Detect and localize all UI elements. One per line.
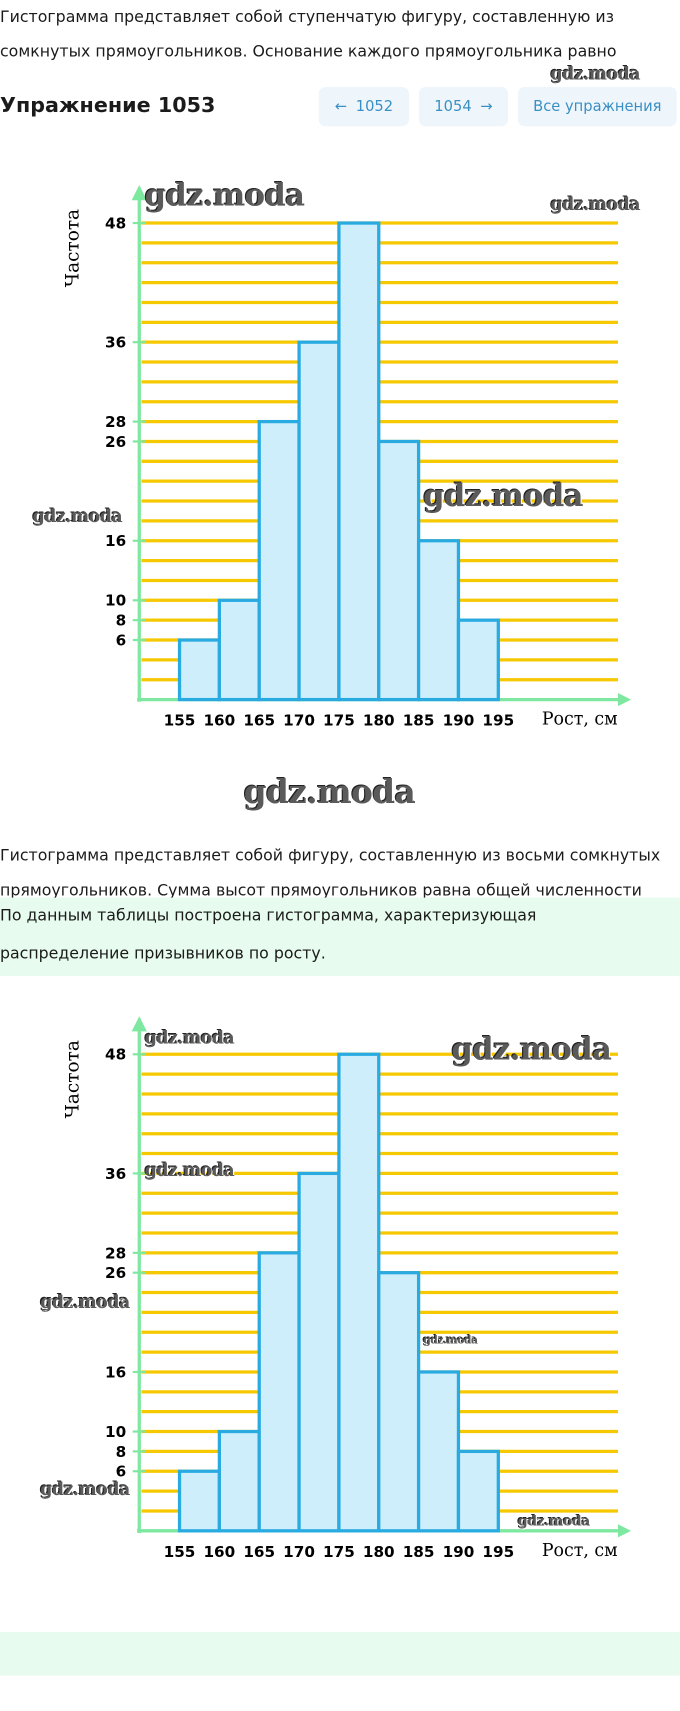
x-tick-label: 160 xyxy=(203,712,235,730)
bar xyxy=(257,419,301,702)
intro-line: сомкнутых прямоугольников. Основание каж… xyxy=(0,43,617,61)
x-tick-label: 155 xyxy=(164,1543,196,1561)
bar xyxy=(337,1052,381,1533)
answer-line: Гистограмма представляет собой фигуру, с… xyxy=(0,847,661,865)
y-axis-arrow xyxy=(131,184,147,201)
x-tick-label: 165 xyxy=(243,1543,275,1561)
watermark: gdz.moda xyxy=(40,1291,130,1313)
y-tick-label: 8 xyxy=(116,612,127,630)
x-tick-label: 170 xyxy=(283,712,315,730)
bar xyxy=(456,1449,500,1533)
x-tick-label: 165 xyxy=(243,712,275,730)
prev-button[interactable]: ← 1052 xyxy=(318,87,410,127)
y-tick-label: 28 xyxy=(105,1244,126,1262)
watermark: gdz.moda xyxy=(32,505,123,527)
y-tick-label: 6 xyxy=(116,1463,127,1481)
next-label: 1054 xyxy=(434,97,472,116)
x-tick-label: 175 xyxy=(323,712,355,730)
x-tick-label: 190 xyxy=(443,1543,475,1561)
x-tick-label: 175 xyxy=(323,1543,355,1561)
y-tick-label: 48 xyxy=(105,1046,126,1064)
bar xyxy=(257,1251,301,1533)
x-tick-label: 185 xyxy=(403,712,435,730)
bottom-box xyxy=(0,1632,680,1676)
histogram-image: 68 10 16 26 28 36 48 155 160 165 170 175 180 185 190 19… xyxy=(62,184,632,730)
watermark: gdz.moda xyxy=(144,177,305,214)
task-line: По данным таблицы построена гистограмма,… xyxy=(0,907,537,925)
x-tick-label: 180 xyxy=(363,1543,395,1561)
bar xyxy=(177,1469,222,1533)
y-tick-label: 10 xyxy=(105,592,126,610)
watermark: gdz.moda xyxy=(423,477,583,514)
bar xyxy=(416,1370,461,1533)
x-tick-label: 160 xyxy=(203,1543,235,1561)
bar xyxy=(297,340,341,702)
watermark: gdz.moda xyxy=(517,1513,590,1530)
x-tick-label: 180 xyxy=(363,712,395,730)
x-axis-label: Рост, см xyxy=(542,710,618,730)
x-tick-label: 190 xyxy=(443,712,475,730)
y-tick-label: 36 xyxy=(105,334,126,352)
y-tick-label: 16 xyxy=(105,532,126,550)
intro: Гистограмма представляет собой ступенчат… xyxy=(0,0,680,67)
bar xyxy=(297,1171,341,1533)
x-axis-arrow xyxy=(617,1524,632,1538)
arrow-icon: ← xyxy=(334,97,348,116)
bar xyxy=(177,638,222,702)
watermark: gdz.moda xyxy=(550,63,641,84)
watermark: gdz.moda xyxy=(423,1334,478,1347)
prev-label: 1052 xyxy=(355,97,394,116)
x-axis-arrow xyxy=(617,693,632,707)
x-tick-label: 155 xyxy=(164,712,196,730)
bar xyxy=(377,439,421,702)
x-tick-label: 195 xyxy=(482,712,514,730)
watermark: gdz.moda xyxy=(40,1478,130,1500)
y-tick-label: 16 xyxy=(105,1363,126,1381)
x-axis-label: Рост, см xyxy=(542,1541,618,1561)
y-axis-label: Частота xyxy=(62,209,83,287)
task-box: По данным таблицы построена гистограмма,… xyxy=(0,897,680,976)
next-button[interactable]: 1054 → xyxy=(418,87,509,127)
y-tick-label: 8 xyxy=(116,1443,127,1461)
all-label: Все упражнения xyxy=(533,97,662,116)
y-axis-arrow xyxy=(131,1016,147,1032)
bar xyxy=(377,1271,421,1533)
exercise-title: Упражнение 1053 xyxy=(0,93,216,118)
watermark: gdz.moda xyxy=(243,773,416,812)
y-tick-label: 10 xyxy=(105,1423,126,1441)
y-tick-label: 26 xyxy=(105,1264,126,1282)
answer-line: прямоугольников. Сумма высот прямоугольн… xyxy=(0,882,642,900)
x-tick-label: 195 xyxy=(482,1543,514,1561)
intro-line: Гистограмма представляет собой ступенчат… xyxy=(0,8,615,27)
y-tick-label: 6 xyxy=(116,631,127,649)
watermark: gdz.moda xyxy=(550,193,641,215)
watermark: gdz.moda xyxy=(144,1027,235,1048)
task-line: распределение призывников по росту. xyxy=(0,945,326,963)
y-tick-label: 26 xyxy=(105,433,126,451)
watermark: gdz.moda xyxy=(144,1159,235,1181)
x-tick-label: 170 xyxy=(283,1543,315,1561)
bar xyxy=(456,618,500,702)
watermark: gdz.moda xyxy=(451,1031,612,1068)
bar xyxy=(217,1429,261,1533)
arrow-icon: → xyxy=(480,97,493,116)
bar xyxy=(416,539,461,702)
y-tick-label: 48 xyxy=(105,214,126,232)
y-tick-label: 28 xyxy=(105,413,126,431)
y-tick-label: 36 xyxy=(105,1165,126,1183)
bar xyxy=(217,598,261,702)
bar xyxy=(337,221,381,702)
y-axis-label: Частота xyxy=(62,1040,83,1118)
x-tick-label: 185 xyxy=(403,1543,435,1561)
all-button[interactable]: Все упражнения xyxy=(517,87,677,127)
histogram-image: 6 8 10 16 26 28 36 48 155 160 165 170 175 180 185 190 19… xyxy=(62,1016,632,1561)
